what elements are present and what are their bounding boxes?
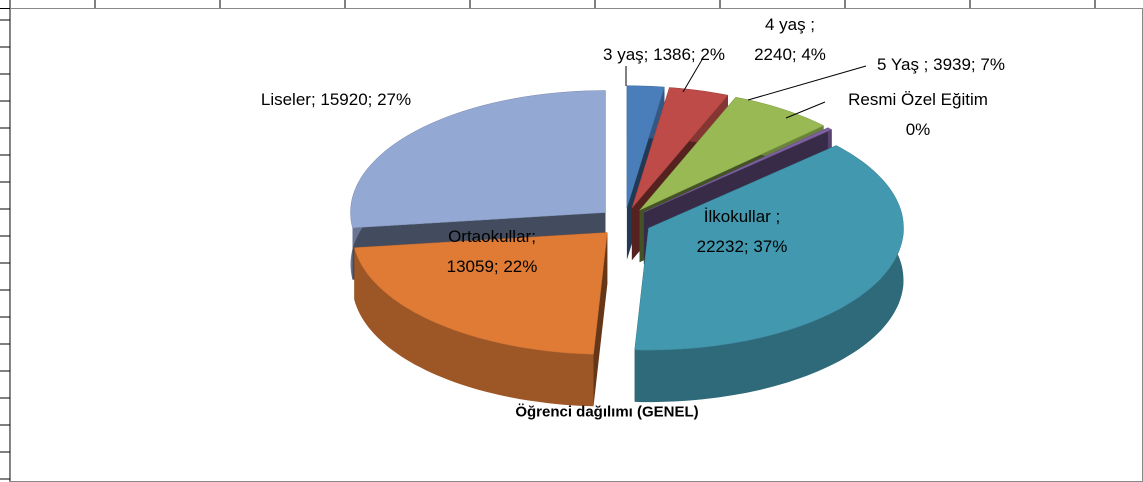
slice-side [354,247,594,407]
data-label: Liseler; 15920; 27% [260,90,412,109]
slice [353,232,608,355]
data-label: İlkokullar ; 22232; 37% [696,207,788,256]
slice [634,145,904,351]
data-label: 5 Yaş ; 3939; 7% [877,55,1005,74]
leader-lines [625,57,867,119]
slice [350,90,606,229]
data-label: 4 yaş ; 2240; 4% [754,15,826,64]
data-label: Ortaokullar; 13059; 22% [446,227,538,276]
chart-title: Öğrenci dağılımı (GENEL) [515,403,699,421]
slice-side [634,145,904,403]
slice [643,127,833,213]
slice [639,96,825,211]
data-label: 3 yaş; 1386; 2% [603,45,725,64]
slice [626,85,665,208]
slice [631,87,729,209]
data-label: Resmi Özel Eğitim 0% [848,90,988,139]
